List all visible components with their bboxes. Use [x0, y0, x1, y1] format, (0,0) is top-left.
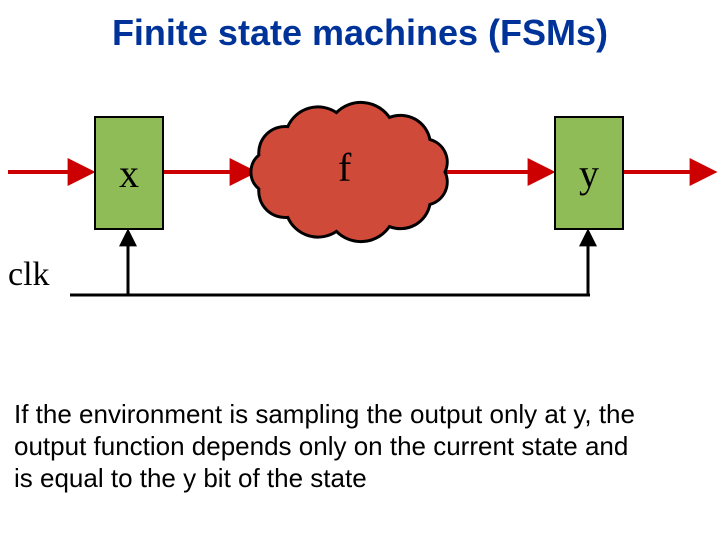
node-y: y — [554, 116, 624, 230]
node-y-label: y — [579, 150, 599, 197]
body-text: If the environment is sampling the outpu… — [14, 398, 635, 494]
node-x: x — [94, 116, 164, 230]
node-x-label: x — [119, 150, 139, 197]
node-f-label: f — [338, 144, 351, 191]
page-title: Finite state machines (FSMs) — [0, 12, 720, 54]
clk-label: clk — [8, 256, 50, 294]
